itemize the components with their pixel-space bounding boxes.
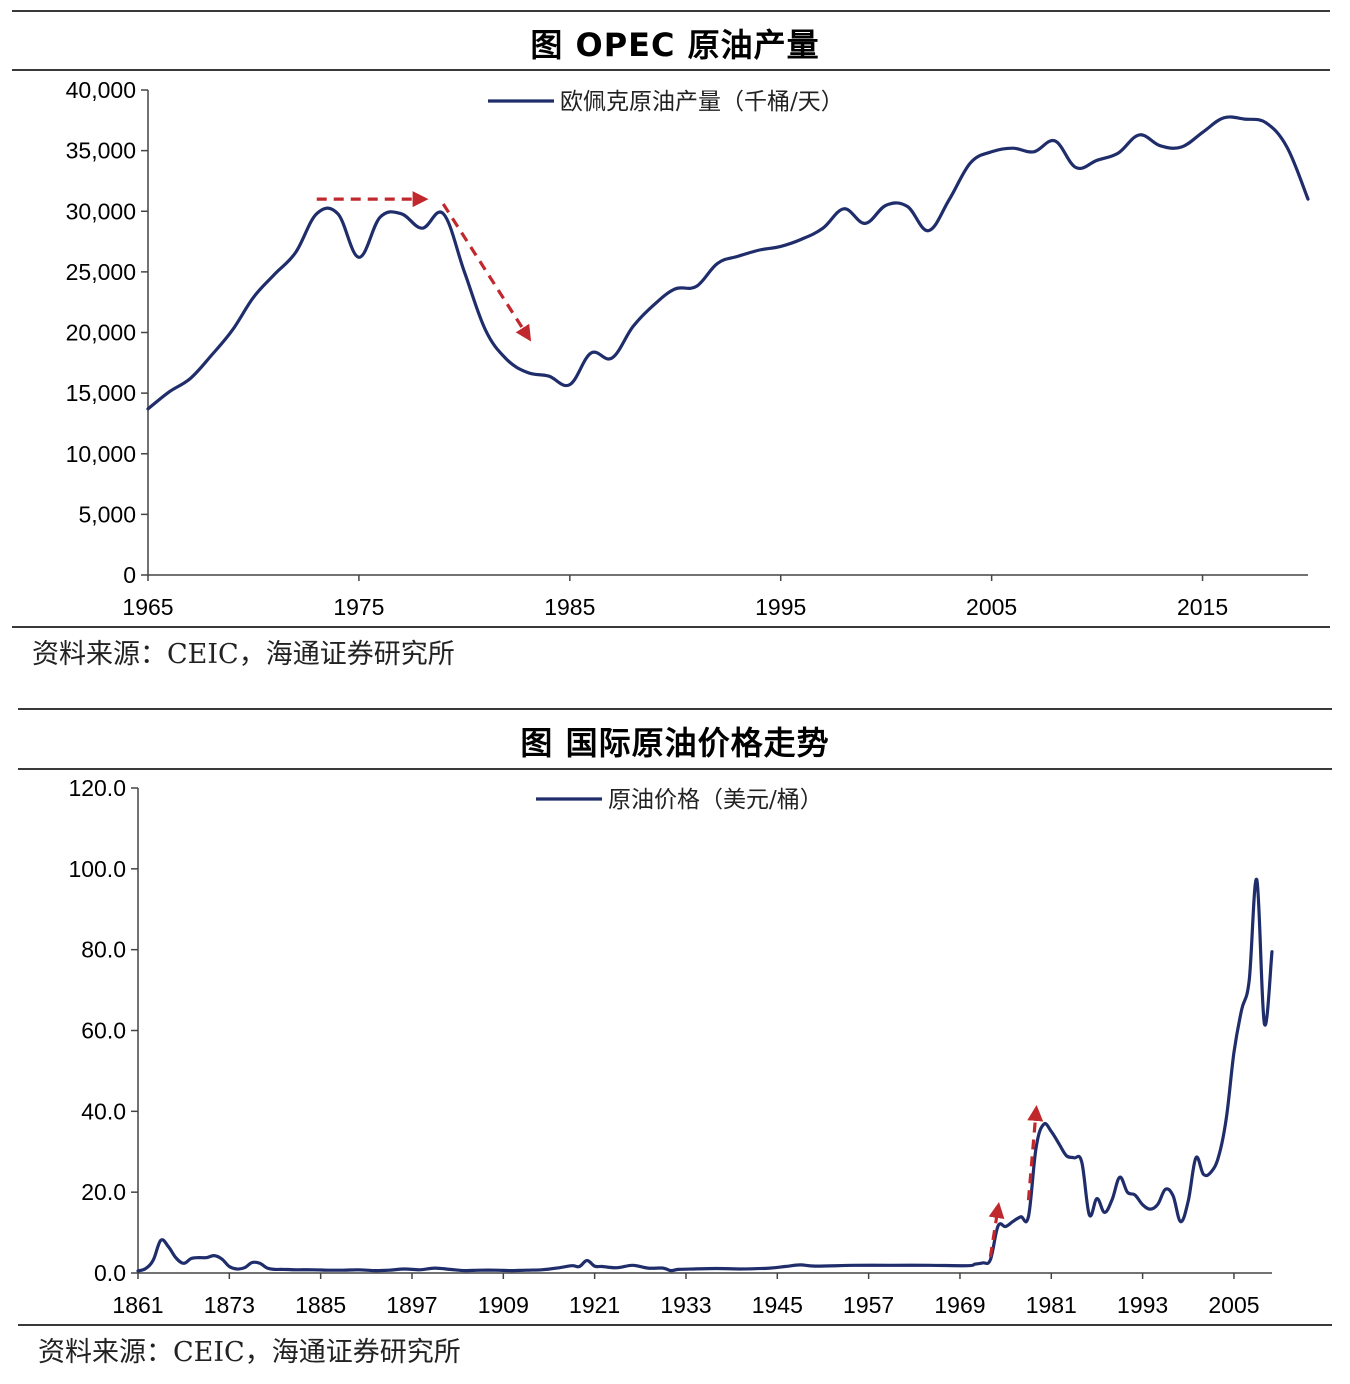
x-tick-label: 1995 — [755, 594, 806, 620]
y-tick-label: 40.0 — [81, 1098, 126, 1124]
x-tick-label: 1945 — [752, 1292, 803, 1318]
x-tick-label: 1981 — [1026, 1292, 1077, 1318]
x-tick-label: 1993 — [1117, 1292, 1168, 1318]
y-tick-label: 20,000 — [66, 320, 136, 346]
series-line — [146, 115, 1310, 411]
x-tick-label: 2005 — [1208, 1292, 1259, 1318]
x-tick-label: 1885 — [295, 1292, 346, 1318]
x-tick-label: 1909 — [478, 1292, 529, 1318]
source-note: 资料来源：CEIC，海通证券研究所 — [38, 1337, 461, 1368]
y-tick-label: 0 — [123, 562, 136, 588]
source-note: 资料来源：CEIC，海通证券研究所 — [32, 639, 455, 670]
y-tick-label: 5,000 — [78, 501, 136, 527]
x-tick-label: 1957 — [843, 1292, 894, 1318]
legend-label: 原油价格（美元/桶） — [608, 787, 823, 813]
y-tick-label: 25,000 — [66, 259, 136, 285]
y-tick-label: 20.0 — [81, 1179, 126, 1205]
x-tick-label: 1965 — [122, 594, 173, 620]
y-tick-label: 40,000 — [66, 77, 136, 103]
opec-production-chart: 40,000 35,000 30,000 25,000 20,000 15,000 10,0… — [66, 77, 1310, 620]
series-line — [136, 878, 1274, 1273]
legend: 欧佩克原油产量（千桶/天） — [488, 89, 844, 115]
y-tick-label: 80.0 — [81, 937, 126, 963]
x-tick-label: 2005 — [966, 594, 1017, 620]
x-tick-label: 1985 — [544, 594, 595, 620]
oil-price-chart: 120.0 100.0 80.0 60.0 40.0 20.0 0.0 1861 1873 188… — [68, 775, 1274, 1318]
y-tick-label: 120.0 — [68, 775, 126, 801]
chart-title: 图 OPEC 原油产量 — [530, 26, 820, 64]
title-rule — [18, 768, 1332, 770]
y-tick-label: 15,000 — [66, 380, 136, 406]
y-tick-label: 100.0 — [68, 856, 126, 882]
annotation-arrow — [988, 1202, 1005, 1258]
x-tick-label: 1921 — [569, 1292, 620, 1318]
x-tick-label: 1873 — [204, 1292, 255, 1318]
y-tick-label: 30,000 — [66, 198, 136, 224]
top-rule — [18, 708, 1332, 710]
annotation-arrow — [441, 203, 532, 342]
legend-label: 欧佩克原油产量（千桶/天） — [560, 89, 844, 115]
y-tick-label: 60.0 — [81, 1018, 126, 1044]
chart-panel-opec: 图 OPEC 原油产量 40,000 35,000 30,000 25,000 20,0… — [0, 0, 1350, 680]
y-tick-label: 35,000 — [66, 138, 136, 164]
x-tick-label: 1975 — [333, 594, 384, 620]
chart-title: 图 国际原油价格走势 — [520, 724, 830, 762]
bottom-rule — [12, 626, 1330, 628]
top-rule — [12, 10, 1330, 12]
y-tick-label: 0.0 — [94, 1260, 126, 1286]
x-tick-label: 1861 — [112, 1292, 163, 1318]
bottom-rule — [18, 1324, 1332, 1326]
x-tick-label: 1969 — [934, 1292, 985, 1318]
legend: 原油价格（美元/桶） — [536, 787, 823, 813]
x-tick-label: 2015 — [1177, 594, 1228, 620]
chart-panel-oil-price: 图 国际原油价格走势 120.0 100.0 80.0 60.0 40.0 20.0 0.0… — [0, 700, 1350, 1384]
title-rule — [12, 69, 1330, 71]
x-tick-label: 1897 — [386, 1292, 437, 1318]
y-tick-label: 10,000 — [66, 441, 136, 467]
x-tick-label: 1933 — [660, 1292, 711, 1318]
annotation-arrow — [1026, 1104, 1044, 1201]
